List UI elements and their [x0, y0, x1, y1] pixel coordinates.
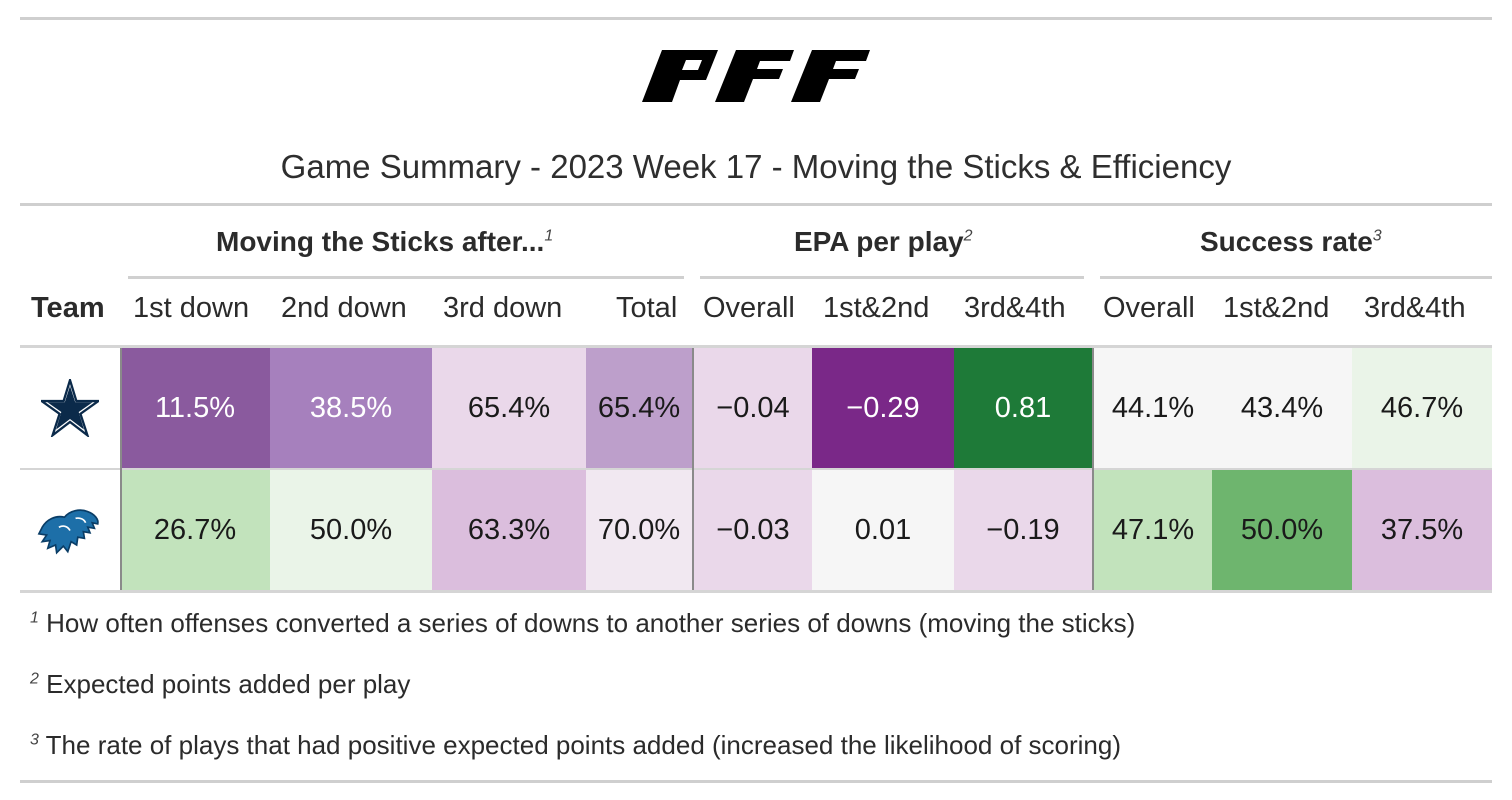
- title-rule: [20, 203, 1492, 206]
- data-cell: 43.4%: [1212, 348, 1352, 468]
- column-divider: [120, 348, 122, 590]
- table-bottom-rule: [20, 590, 1492, 593]
- star-icon: [41, 379, 99, 437]
- footnote-marker: 2: [30, 670, 39, 688]
- column-divider: [692, 348, 694, 590]
- group-header-success-rate: Success rate3: [1200, 226, 1382, 258]
- footnote-marker: 3: [1372, 227, 1382, 245]
- footnote-text: How often offenses converted a series of…: [46, 608, 1136, 638]
- footnote: 2 Expected points added per play: [30, 669, 410, 700]
- footnote-marker: 1: [30, 609, 39, 627]
- data-cell: 0.01: [812, 470, 954, 590]
- data-cell: 46.7%: [1352, 348, 1492, 468]
- footnote: 1 How often offenses converted a series …: [30, 608, 1135, 639]
- column-header: Overall: [703, 292, 795, 324]
- group-underline: [128, 276, 684, 279]
- team-cell-cowboys: [20, 348, 120, 468]
- data-cell: 63.3%: [432, 470, 586, 590]
- data-cell: 47.1%: [1094, 470, 1212, 590]
- pff-logo: [642, 50, 870, 102]
- data-cell: −0.03: [694, 470, 812, 590]
- footnote-text: The rate of plays that had positive expe…: [45, 730, 1121, 760]
- column-header-team: Team: [31, 292, 105, 324]
- column-header: Total: [616, 292, 678, 324]
- column-header: 3rd&4th: [1364, 292, 1466, 324]
- column-header: 1st down: [133, 292, 250, 324]
- top-rule: [20, 17, 1492, 20]
- column-header: 3rd&4th: [964, 292, 1066, 324]
- table-title: Game Summary - 2023 Week 17 - Moving the…: [280, 148, 1232, 185]
- data-cell: 26.7%: [120, 470, 270, 590]
- data-cell: −0.04: [694, 348, 812, 468]
- column-header: 1st&2nd: [823, 292, 930, 324]
- data-cell: 50.0%: [270, 470, 432, 590]
- header-rule: [20, 345, 1492, 348]
- footnote-text: Expected points added per play: [46, 669, 411, 699]
- lion-icon: [37, 509, 99, 555]
- data-cell: −0.29: [812, 348, 954, 468]
- group-label: Moving the Sticks after...: [216, 226, 545, 257]
- group-label: Success rate: [1200, 226, 1373, 257]
- group-header-moving-sticks: Moving the Sticks after...1: [216, 226, 553, 258]
- data-cell: 50.0%: [1212, 470, 1352, 590]
- column-header: Overall: [1103, 292, 1195, 324]
- column-header: 2nd down: [281, 292, 407, 324]
- row-divider: [20, 468, 1492, 470]
- column-header: 1st&2nd: [1223, 292, 1330, 324]
- group-underline: [1100, 276, 1492, 279]
- footnote: 3 The rate of plays that had positive ex…: [30, 730, 1121, 761]
- team-cell-lions: [20, 470, 120, 590]
- data-cell: 38.5%: [270, 348, 432, 468]
- footnote-marker: 2: [963, 227, 973, 245]
- data-cell: 44.1%: [1094, 348, 1212, 468]
- data-cell: 11.5%: [120, 348, 270, 468]
- data-cell: 70.0%: [586, 470, 692, 590]
- group-underline: [700, 276, 1084, 279]
- group-header-epa: EPA per play2: [794, 226, 973, 258]
- group-label: EPA per play: [794, 226, 964, 257]
- data-cell: 65.4%: [432, 348, 586, 468]
- footnote-marker: 3: [30, 731, 39, 749]
- bottom-rule: [20, 780, 1492, 783]
- data-cell: 0.81: [954, 348, 1092, 468]
- data-cell: −0.19: [954, 470, 1092, 590]
- data-cell: 65.4%: [586, 348, 692, 468]
- footnote-marker: 1: [544, 227, 554, 245]
- column-divider: [1092, 348, 1094, 590]
- data-cell: 37.5%: [1352, 470, 1492, 590]
- column-header: 3rd down: [443, 292, 563, 324]
